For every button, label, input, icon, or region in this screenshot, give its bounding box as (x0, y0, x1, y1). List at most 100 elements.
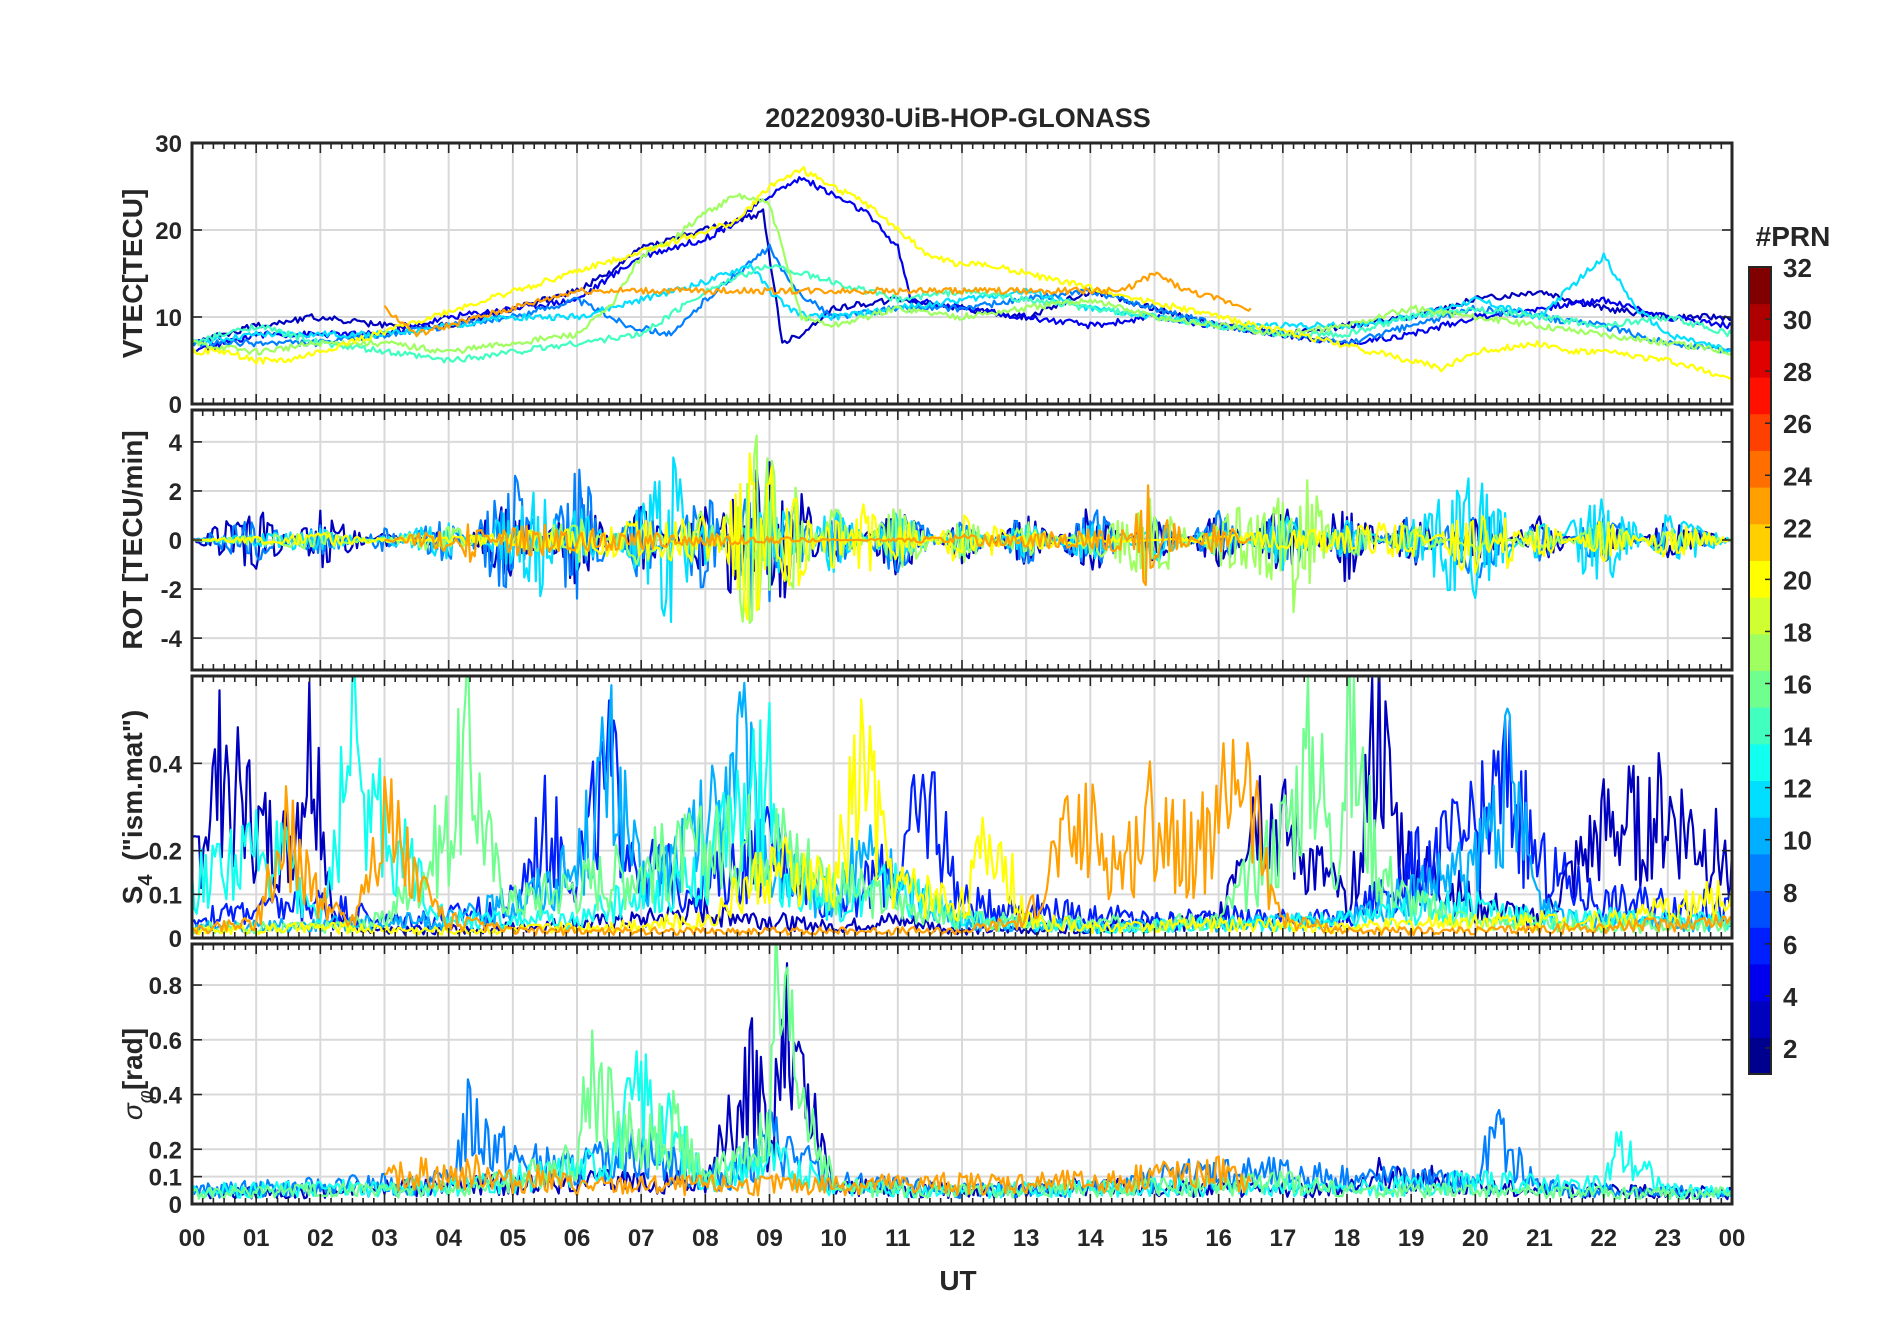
colorbar-tick-label: 10 (1783, 826, 1812, 856)
y-tick-label: 0.1 (149, 882, 182, 909)
y-tick-label: 2 (169, 479, 182, 506)
colorbar-tick-label: 20 (1783, 565, 1812, 595)
x-tick-label: 20 (1462, 1225, 1489, 1252)
x-tick-label: 01 (243, 1225, 270, 1252)
x-tick-label: 18 (1334, 1225, 1361, 1252)
colorbar-segment (1749, 596, 1771, 635)
figure-title: 20220930-UiB-HOP-GLONASS (765, 103, 1151, 133)
y-tick-label: 0.6 (149, 1028, 182, 1055)
x-tick-label: 03 (371, 1225, 398, 1252)
colorbar-segment (1749, 1000, 1771, 1038)
x-tick-label: 10 (820, 1225, 847, 1252)
y-axis-label: S4 ("ism.mat") (117, 710, 157, 905)
y-tick-label: -4 (161, 626, 183, 653)
colorbar-segment (1749, 449, 1771, 488)
series-group (192, 166, 1732, 380)
y-tick-label: 0 (169, 528, 182, 555)
series-line-prn-17 (192, 192, 1732, 356)
colorbar-segment (1749, 633, 1771, 671)
colorbar-segment (1749, 376, 1771, 415)
x-ticks (191, 410, 1733, 670)
colorbar-segment (1749, 963, 1771, 1002)
x-tick-label: 17 (1269, 1225, 1296, 1252)
panel-sigma_phi: 00.10.2 0.4 0.6 0.8 σφ[rad] (117, 942, 1734, 1219)
colorbar-segment (1749, 523, 1771, 561)
y-tick-label: 4 (169, 430, 183, 457)
colorbar-tick-label: 6 (1783, 930, 1797, 960)
x-tick-label: 11 (885, 1225, 910, 1252)
y-tick-label: 0.8 (149, 973, 182, 1000)
colorbar-segment (1749, 743, 1771, 782)
colorbar-frame (1748, 266, 1772, 1075)
x-tick-label: 06 (564, 1225, 591, 1252)
x-tick-label: 23 (1654, 1225, 1681, 1252)
colorbar-tick-label: 2 (1783, 1034, 1797, 1064)
x-axis-tick-labels: 00 01 02 03 04 05 06 07 08 09 10 11 12 13 14 15 16 17 18 19… (179, 1225, 1746, 1252)
series-line-prn-23 (384, 484, 1252, 587)
y-tick-label: -2 (161, 577, 182, 604)
y-axis-label: σφ[rad] (117, 1028, 157, 1120)
colorbar-segment (1749, 413, 1771, 451)
y-axis-label: VTEC[TECU] (117, 189, 148, 359)
x-tick-label: 14 (1077, 1225, 1104, 1252)
x-tick-label: 15 (1141, 1225, 1168, 1252)
y-tick-label: 0.2 (149, 1137, 182, 1164)
x-tick-label: 00 (1719, 1225, 1746, 1252)
x-tick-label: 04 (435, 1225, 462, 1252)
colorbar-tick-label: 30 (1783, 305, 1812, 335)
colorbar-segment (1749, 853, 1771, 892)
grid (192, 676, 1732, 939)
x-axis-label: UT (939, 1265, 976, 1296)
colorbar-segment (1749, 486, 1771, 525)
x-ticks (191, 944, 1733, 1204)
series-line-prn-12 (192, 456, 1732, 624)
panel-s4: 0 0.1 0.2 0.4S4 ("ism.mat") (117, 674, 1734, 953)
colorbar-tick-label: 28 (1783, 357, 1812, 387)
x-ticks (191, 143, 1733, 404)
x-tick-label: 13 (1013, 1225, 1040, 1252)
x-tick-label: 19 (1398, 1225, 1425, 1252)
y-tick-label: 30 (155, 131, 182, 158)
y-tick-label: 0.2 (149, 839, 182, 866)
series-line-prn-23 (383, 271, 1252, 338)
x-tick-label: 21 (1526, 1225, 1553, 1252)
colorbar-tick-label: 16 (1783, 670, 1812, 700)
y-tick-label: 0 (169, 926, 182, 953)
colorbar-segment (1749, 303, 1771, 341)
y-tick-label: 0 (169, 392, 182, 419)
colorbar-segment (1749, 890, 1771, 928)
x-tick-label: 02 (307, 1225, 334, 1252)
colorbar-tick-label: 14 (1783, 722, 1812, 752)
x-ticks (191, 676, 1733, 938)
panel-vtec: 0 10 20 30 VTEC[TECU] (117, 131, 1734, 419)
y-tick-label: 0.1 (149, 1165, 182, 1192)
y-tick-label: 10 (155, 305, 182, 332)
colorbar-segment (1749, 926, 1771, 965)
series-group (192, 434, 1732, 625)
series-line-prn-12 (192, 252, 1732, 353)
panel-rot: -4 -2 0 2 4 ROT [TECU/min] (117, 408, 1734, 672)
x-tick-label: 12 (949, 1225, 976, 1252)
colorbar-tick-label: 4 (1783, 982, 1798, 1012)
series-line-prn-20 (192, 452, 1732, 621)
x-tick-label: 08 (692, 1225, 719, 1252)
colorbar-tick-label: 24 (1783, 461, 1812, 491)
y-tick-label: 0 (169, 1192, 182, 1219)
colorbar-segment (1749, 339, 1771, 378)
colorbar-segment (1749, 706, 1771, 745)
colorbar-tick-label: 26 (1783, 409, 1812, 439)
series-line-prn-20 (192, 166, 1732, 380)
colorbar-tick-label: 32 (1783, 253, 1812, 283)
colorbar-tick-label: 12 (1783, 774, 1812, 804)
x-tick-label: 09 (756, 1225, 783, 1252)
x-tick-label: 22 (1590, 1225, 1617, 1252)
y-tick-label: 20 (155, 218, 182, 245)
colorbar-segment (1749, 816, 1771, 855)
y-tick-label: 0.4 (149, 751, 183, 778)
x-tick-label: 16 (1205, 1225, 1232, 1252)
y-axis-label: ROT [TECU/min] (117, 430, 148, 649)
colorbar-segment (1749, 266, 1771, 305)
